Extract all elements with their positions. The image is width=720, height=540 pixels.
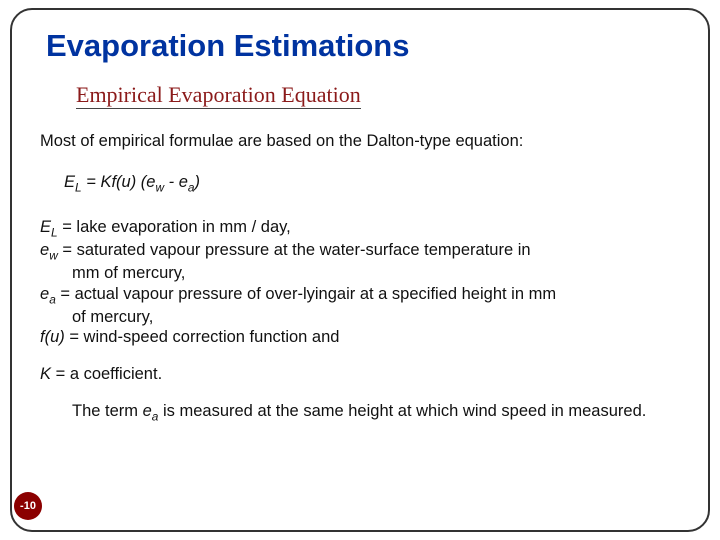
slide-subtitle: Empirical Evaporation Equation bbox=[76, 82, 361, 109]
def-fu-text: = wind-speed correction function and bbox=[65, 328, 340, 346]
main-equation: EL = Kf(u) (ew - ea) bbox=[64, 172, 680, 195]
def-ew-var: e bbox=[40, 241, 49, 259]
eq-rhs-before: Kf(u) (e bbox=[100, 173, 155, 191]
def-fu-var: f(u) bbox=[40, 328, 65, 346]
footer-var: e bbox=[143, 402, 152, 420]
def-el-text: = lake evaporation in mm / day, bbox=[58, 218, 291, 236]
eq-lhs-sub: L bbox=[75, 180, 82, 194]
page-number-text: -10 bbox=[20, 500, 36, 512]
eq-rhs-after: ) bbox=[194, 173, 200, 191]
def-el-var: E bbox=[40, 218, 51, 236]
subtitle-wrap: Empirical Evaporation Equation bbox=[40, 82, 680, 109]
def-el-sub: L bbox=[51, 225, 58, 239]
eq-equals: = bbox=[82, 173, 101, 191]
def-ea-line1: ea = actual vapour pressure of over-lyin… bbox=[40, 284, 680, 307]
page-number-badge: -10 bbox=[14, 492, 42, 520]
coef-text: = a coefficient. bbox=[51, 365, 162, 383]
coef-k: K bbox=[40, 365, 51, 383]
slide-title: Evaporation Estimations bbox=[46, 28, 680, 64]
def-ew-text1: = saturated vapour pressure at the water… bbox=[58, 241, 531, 259]
intro-text: Most of empirical formulae are based on … bbox=[40, 131, 680, 152]
footer-note: The term ea is measured at the same heig… bbox=[40, 401, 680, 424]
slide-frame: Evaporation Estimations Empirical Evapor… bbox=[10, 8, 710, 532]
eq-rhs-sub1: w bbox=[155, 180, 164, 194]
eq-rhs-mid: - e bbox=[164, 173, 188, 191]
coefficient-line: K = a coefficient. bbox=[40, 364, 680, 385]
def-ea-var: e bbox=[40, 285, 49, 303]
def-ea-text1: = actual vapour pressure of over-lyingai… bbox=[56, 285, 556, 303]
def-ea-line2: of mercury, bbox=[40, 307, 680, 328]
def-ew-line2: mm of mercury, bbox=[40, 263, 680, 284]
def-ea-sub: a bbox=[49, 292, 56, 306]
def-ew-sub: w bbox=[49, 248, 58, 262]
footer-pre: The term bbox=[72, 402, 143, 420]
def-el-line: EL = lake evaporation in mm / day, bbox=[40, 217, 680, 240]
def-ew-line1: ew = saturated vapour pressure at the wa… bbox=[40, 240, 680, 263]
definitions-block: EL = lake evaporation in mm / day, ew = … bbox=[40, 217, 680, 348]
footer-post: is measured at the same height at which … bbox=[158, 402, 646, 420]
eq-lhs-var: E bbox=[64, 173, 75, 191]
def-fu-line: f(u) = wind-speed correction function an… bbox=[40, 327, 680, 348]
